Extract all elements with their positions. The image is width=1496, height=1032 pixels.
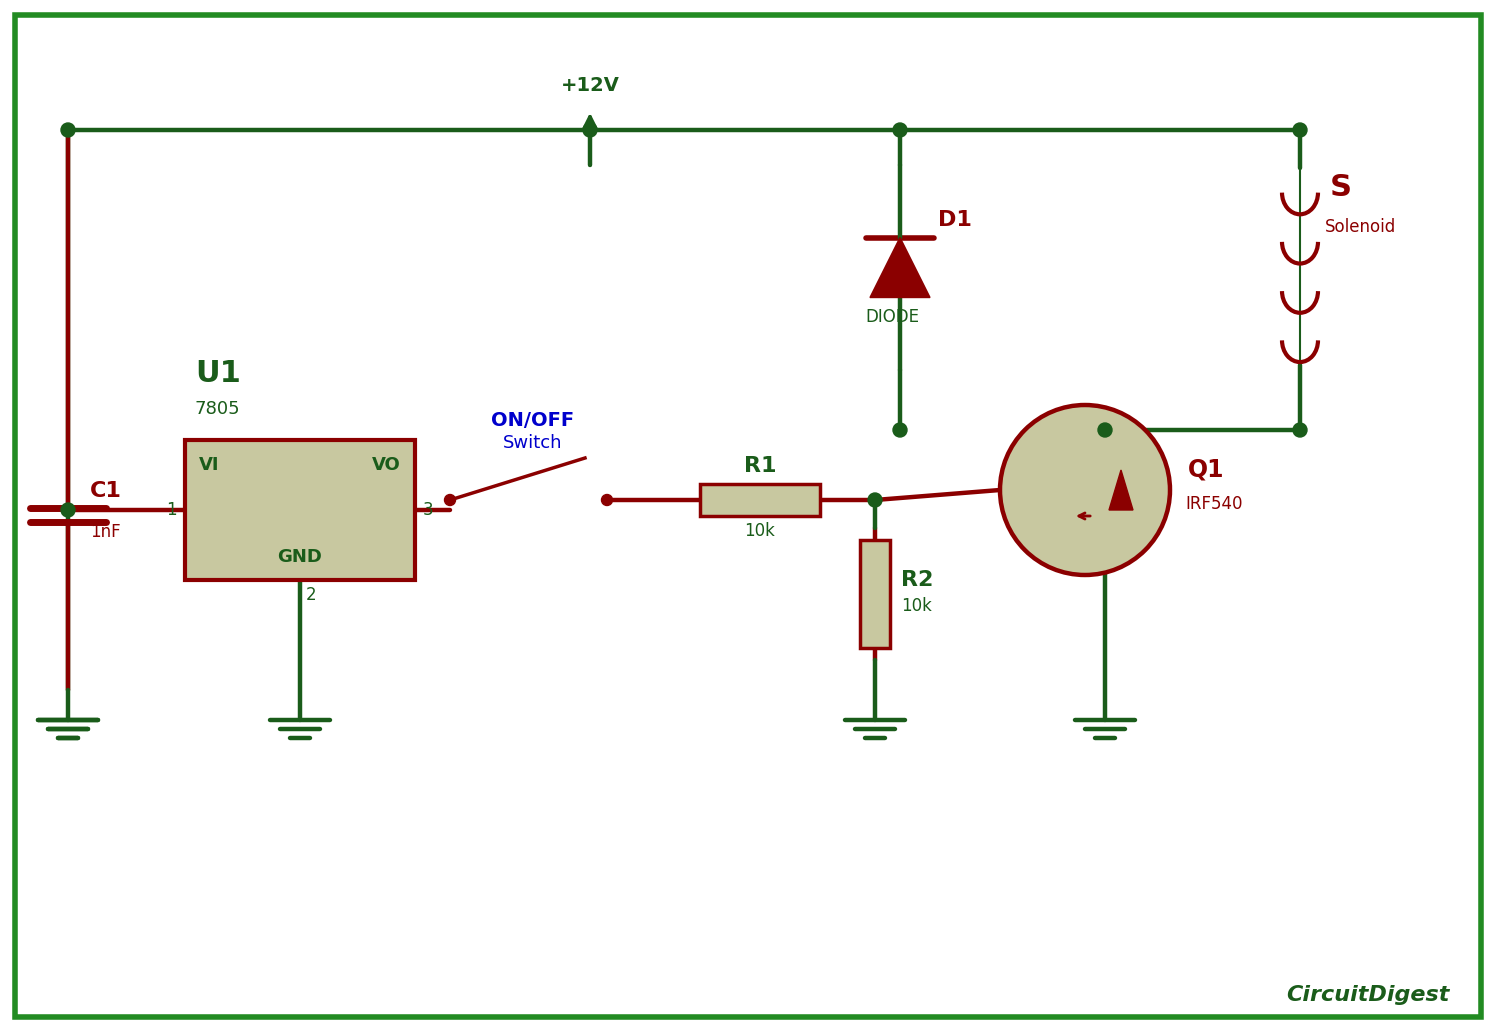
- Circle shape: [893, 423, 907, 437]
- Circle shape: [999, 405, 1170, 575]
- Polygon shape: [871, 237, 931, 297]
- Text: Solenoid: Solenoid: [1325, 218, 1396, 236]
- Text: +12V: +12V: [561, 76, 619, 95]
- Text: R1: R1: [744, 456, 776, 476]
- Circle shape: [1293, 423, 1308, 437]
- Circle shape: [583, 123, 597, 137]
- Text: ON/OFF: ON/OFF: [491, 411, 574, 430]
- Text: C1: C1: [90, 481, 121, 501]
- Text: DIODE: DIODE: [865, 308, 919, 325]
- Circle shape: [1293, 123, 1308, 137]
- Text: 1: 1: [166, 501, 177, 519]
- Text: CircuitDigest: CircuitDigest: [1287, 985, 1450, 1005]
- Text: GND: GND: [278, 548, 323, 566]
- Text: 10k: 10k: [745, 522, 775, 540]
- Text: U1: U1: [194, 359, 241, 388]
- Circle shape: [893, 123, 907, 137]
- Text: D1: D1: [938, 209, 972, 229]
- Text: IRF540: IRF540: [1185, 495, 1243, 513]
- Text: 7805: 7805: [194, 400, 241, 418]
- Text: 1nF: 1nF: [90, 523, 121, 541]
- FancyBboxPatch shape: [700, 484, 820, 516]
- FancyBboxPatch shape: [186, 440, 414, 580]
- Text: 2: 2: [307, 586, 317, 604]
- Text: VO: VO: [373, 456, 401, 474]
- Text: 3: 3: [423, 501, 434, 519]
- Circle shape: [61, 123, 75, 137]
- Text: R2: R2: [901, 570, 934, 590]
- Circle shape: [601, 494, 612, 506]
- Text: S: S: [1330, 173, 1352, 202]
- Circle shape: [444, 494, 455, 506]
- FancyBboxPatch shape: [860, 540, 890, 648]
- Text: VI: VI: [199, 456, 220, 474]
- Polygon shape: [1109, 470, 1132, 510]
- Text: 10k: 10k: [901, 596, 932, 615]
- Circle shape: [61, 503, 75, 517]
- Text: Q1: Q1: [1188, 458, 1225, 482]
- Circle shape: [868, 493, 883, 507]
- Text: Switch: Switch: [503, 434, 562, 452]
- Circle shape: [1098, 423, 1112, 437]
